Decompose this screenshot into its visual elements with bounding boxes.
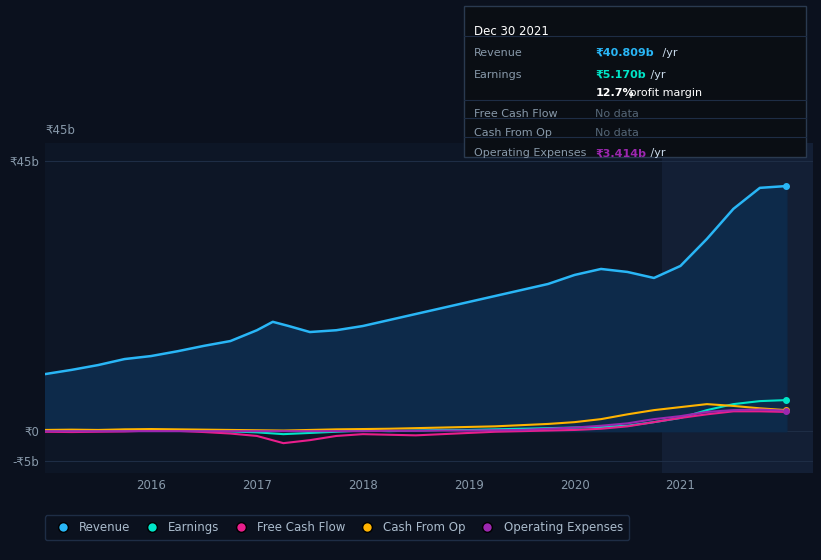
Text: ₹40.809b: ₹40.809b [595,48,654,58]
Text: Revenue: Revenue [474,48,522,58]
Text: profit margin: profit margin [626,88,703,99]
Text: Operating Expenses: Operating Expenses [474,148,586,158]
Text: Cash From Op: Cash From Op [474,128,552,138]
Text: ₹3.414b: ₹3.414b [595,148,646,158]
Bar [663,143,813,473]
Text: /yr: /yr [647,148,666,158]
Text: Earnings: Earnings [474,70,522,80]
Text: 12.7%: 12.7% [595,88,634,99]
Text: /yr: /yr [659,48,678,58]
Legend: Revenue, Earnings, Free Cash Flow, Cash From Op, Operating Expenses: Revenue, Earnings, Free Cash Flow, Cash … [45,515,629,540]
Text: Dec 30 2021: Dec 30 2021 [474,25,548,38]
Text: /yr: /yr [647,70,666,80]
Text: Free Cash Flow: Free Cash Flow [474,109,557,119]
Text: No data: No data [595,109,639,119]
Text: ₹5.170b: ₹5.170b [595,70,646,80]
Text: No data: No data [595,128,639,138]
Text: ₹45b: ₹45b [45,124,75,137]
